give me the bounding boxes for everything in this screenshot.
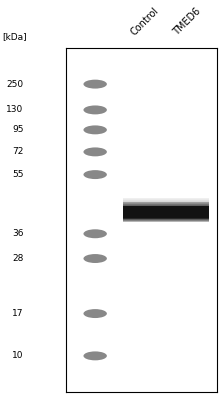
Bar [123,216,209,217]
Ellipse shape [83,229,107,238]
Text: 72: 72 [12,147,23,156]
Bar [123,208,209,209]
Bar [123,221,209,222]
Text: [kDa]: [kDa] [2,32,27,41]
Bar [123,209,209,210]
Ellipse shape [83,254,107,263]
Text: 28: 28 [12,254,23,263]
Text: 95: 95 [12,125,23,134]
Bar [123,215,209,216]
Bar [123,213,209,214]
Text: 10: 10 [12,351,23,360]
Ellipse shape [83,148,107,156]
Bar [123,198,209,199]
Bar [123,211,209,212]
Bar [123,199,209,200]
Bar [123,219,209,220]
Ellipse shape [83,170,107,179]
Ellipse shape [83,309,107,318]
Bar [123,202,209,203]
Bar [123,210,209,211]
Ellipse shape [83,106,107,114]
Text: Control: Control [129,6,161,38]
Text: 130: 130 [6,106,23,114]
Bar [123,205,209,206]
Bar [123,218,209,219]
Ellipse shape [83,352,107,360]
Bar [123,220,209,221]
Text: 250: 250 [6,80,23,89]
Text: TMED6: TMED6 [171,6,203,38]
Bar [123,207,209,208]
Bar [123,200,209,201]
Text: 55: 55 [12,170,23,179]
Bar [123,217,209,218]
Bar [123,206,209,207]
Bar [123,214,209,215]
Bar [123,212,209,213]
Ellipse shape [83,80,107,88]
Text: 17: 17 [12,309,23,318]
Bar [123,201,209,202]
Ellipse shape [83,126,107,134]
Bar [123,203,209,204]
Bar [123,204,209,205]
Text: 36: 36 [12,229,23,238]
